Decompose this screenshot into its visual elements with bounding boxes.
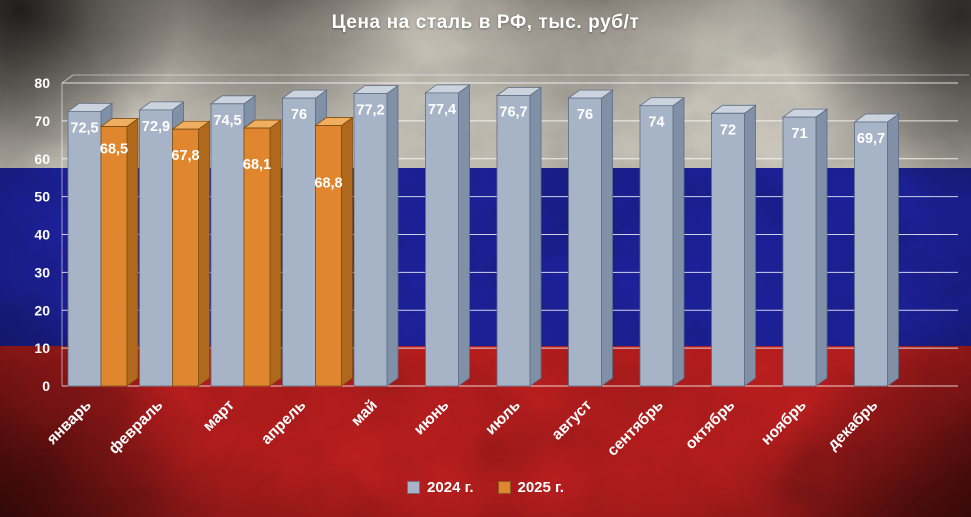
backwall-corner-edge	[61, 74, 74, 84]
value-label-2025-январь: 68,5	[100, 142, 128, 158]
y-tick-label-0: 0	[42, 378, 50, 394]
x-label-февраль: февраль	[106, 397, 167, 458]
value-label-2024-апрель: 76	[291, 107, 307, 123]
y-tick-label-70: 70	[34, 113, 50, 129]
bar-2024-октябрь	[710, 104, 757, 387]
value-label-2024-май: 77,2	[356, 103, 384, 119]
value-label-2024-сентябрь: 74	[648, 115, 664, 131]
legend-item-2025: 2025 г.	[497, 479, 564, 496]
x-label-июль: июль	[482, 397, 524, 439]
bar-2024-июнь	[424, 84, 471, 387]
value-label-2024-декабрь: 69,7	[857, 131, 885, 147]
x-label-январь: январь	[44, 397, 95, 448]
bar-2024-август	[567, 89, 614, 387]
legend-swatch-2025	[497, 481, 511, 494]
bar-2024-ноябрь	[781, 108, 829, 387]
legend-item-2024: 2024 г.	[407, 479, 474, 496]
x-label-ноябрь: ноябрь	[758, 397, 810, 449]
bar-2025-февраль	[171, 120, 211, 387]
x-label-декабрь: декабрь	[824, 397, 881, 454]
value-label-2024-февраль: 72,9	[142, 119, 170, 135]
chart-title: Цена на сталь в РФ, тыс. руб/т	[331, 12, 640, 33]
x-label-май: май	[348, 397, 381, 430]
bar-2024-декабрь	[853, 113, 900, 387]
x-label-сентябрь: сентябрь	[604, 397, 667, 460]
value-label-2024-январь: 72,5	[70, 120, 98, 136]
value-label-2025-апрель: 68,8	[314, 175, 342, 191]
y-tick-label-50: 50	[34, 189, 50, 205]
y-tick-label-20: 20	[34, 302, 50, 318]
bar-2024-сентябрь	[638, 96, 686, 387]
value-label-2024-август: 76	[577, 107, 593, 123]
x-label-июнь: июнь	[411, 397, 452, 438]
legend-label-2025: 2025 г.	[517, 479, 564, 496]
legend-label-2024: 2024 г.	[427, 479, 474, 496]
chart-legend: 2024 г. 2025 г.	[0, 479, 971, 496]
y-tick-label-30: 30	[34, 264, 50, 280]
y-tick-label-60: 60	[34, 151, 50, 167]
value-label-2024-март: 74,5	[213, 113, 241, 129]
bar-2025-апрель	[314, 116, 354, 387]
value-label-2024-ноябрь: 71	[791, 126, 807, 142]
value-label-2024-октябрь: 72	[720, 122, 736, 138]
y-tick-label-80: 80	[34, 75, 50, 91]
legend-swatch-2024	[407, 481, 421, 494]
bar-2025-январь	[99, 117, 140, 387]
x-label-октябрь: октябрь	[682, 397, 738, 453]
value-label-2024-июнь: 77,4	[428, 102, 456, 118]
y-tick-label-10: 10	[34, 340, 50, 356]
y-tick-label-40: 40	[34, 227, 50, 243]
x-label-август: август	[549, 397, 596, 444]
bar-2025-март	[242, 119, 283, 387]
bar-2024-май	[352, 84, 400, 387]
bar-2024-июль	[495, 86, 543, 387]
x-label-март: март	[200, 397, 238, 435]
value-label-2024-июль: 76,7	[499, 104, 527, 120]
value-label-2025-февраль: 67,8	[171, 148, 199, 164]
x-label-апрель: апрель	[258, 397, 309, 448]
value-label-2025-март: 68,1	[243, 157, 271, 173]
